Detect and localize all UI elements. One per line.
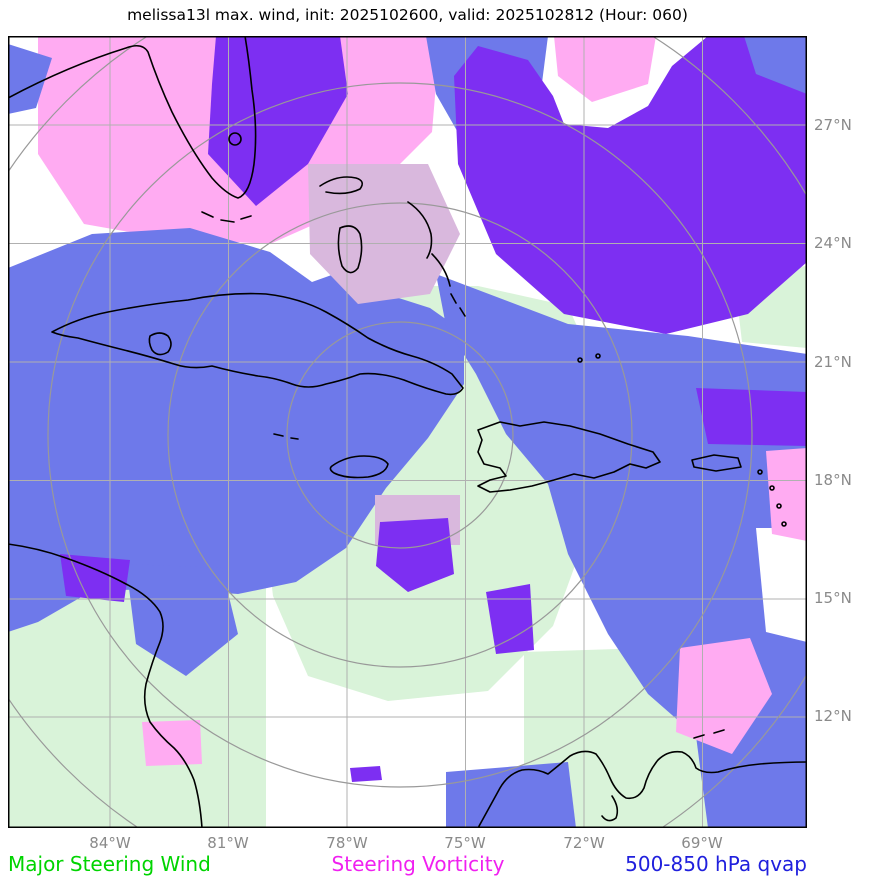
qvap-region	[8, 228, 464, 632]
vorticity-region	[554, 36, 656, 102]
lat-tick-label: 15°N	[814, 589, 852, 607]
coast-maracaibo	[601, 795, 619, 822]
coast-puerto-rico	[691, 454, 742, 472]
lon-tick-label: 75°W	[444, 834, 486, 852]
qvap-region-strong	[350, 766, 382, 782]
coast-lesser-antilles	[781, 521, 787, 527]
vorticity-region-pale	[308, 164, 460, 304]
qvap-region-strong	[486, 584, 534, 654]
qvap-region-strong	[60, 554, 130, 602]
coast-bahamas	[337, 225, 363, 274]
coast-cuba	[51, 292, 464, 396]
vorticity-region	[142, 720, 202, 766]
lon-tick-label: 81°W	[207, 834, 249, 852]
qvap-region-strong	[454, 36, 807, 334]
lat-tick-label: 24°N	[814, 234, 852, 252]
coast-florida	[8, 36, 257, 199]
qvap-region	[8, 44, 52, 114]
clear-region	[756, 528, 807, 642]
range-ring	[167, 202, 633, 668]
coast-isle-of-youth	[148, 332, 172, 356]
lat-tick-label: 12°N	[814, 707, 852, 725]
lat-tick-label: 18°N	[814, 471, 852, 489]
coast-bahamas	[319, 176, 364, 195]
legend: Major Steering Wind Steering Vorticity 5…	[8, 852, 807, 876]
coast-lesser-antilles	[769, 485, 775, 491]
coast-aruba-curacao	[693, 729, 725, 739]
coast-florida-keys	[201, 211, 252, 223]
qvap-region-strong	[208, 36, 348, 206]
coast-turks-islands	[577, 357, 583, 363]
range-ring	[47, 82, 753, 788]
coast-cayman	[273, 433, 299, 440]
coast-lesser-antilles	[776, 503, 782, 509]
range-ring	[286, 321, 514, 549]
lon-tick-label: 78°W	[326, 834, 368, 852]
coast-lake-okeechobee	[228, 132, 242, 146]
legend-steering-wind: Major Steering Wind	[8, 852, 211, 876]
legend-qvap: 500-850 hPa qvap	[625, 852, 807, 876]
coast-turks-islands	[595, 353, 601, 359]
lat-tick-label: 27°N	[814, 116, 852, 134]
legend-steering-vorticity: Steering Vorticity	[331, 852, 505, 876]
qvap-region	[744, 36, 807, 94]
coast-lesser-antilles	[757, 469, 763, 475]
coast-hispaniola	[477, 421, 661, 493]
coast-jamaica	[329, 455, 389, 479]
lat-tick-label: 21°N	[814, 353, 852, 371]
shaded-regions	[8, 36, 807, 828]
map-title: melissa13l max. wind, init: 2025102600, …	[127, 6, 688, 24]
qvap-region	[126, 564, 238, 676]
coast-south-america	[477, 750, 807, 828]
qvap-region-strong	[376, 518, 454, 592]
plot-frame	[8, 36, 807, 828]
lon-tick-label: 84°W	[89, 834, 131, 852]
coast-bahamas	[431, 253, 466, 317]
grid-lines	[8, 36, 807, 828]
coast-bahamas	[407, 201, 433, 259]
vorticity-region	[766, 448, 807, 541]
map-canvas	[8, 36, 807, 828]
vorticity-region	[676, 638, 772, 754]
range-rings	[8, 36, 807, 828]
lon-tick-label: 69°W	[681, 834, 723, 852]
coastlines	[8, 36, 807, 828]
lon-tick-label: 72°W	[563, 834, 605, 852]
coast-central-america	[8, 543, 203, 828]
